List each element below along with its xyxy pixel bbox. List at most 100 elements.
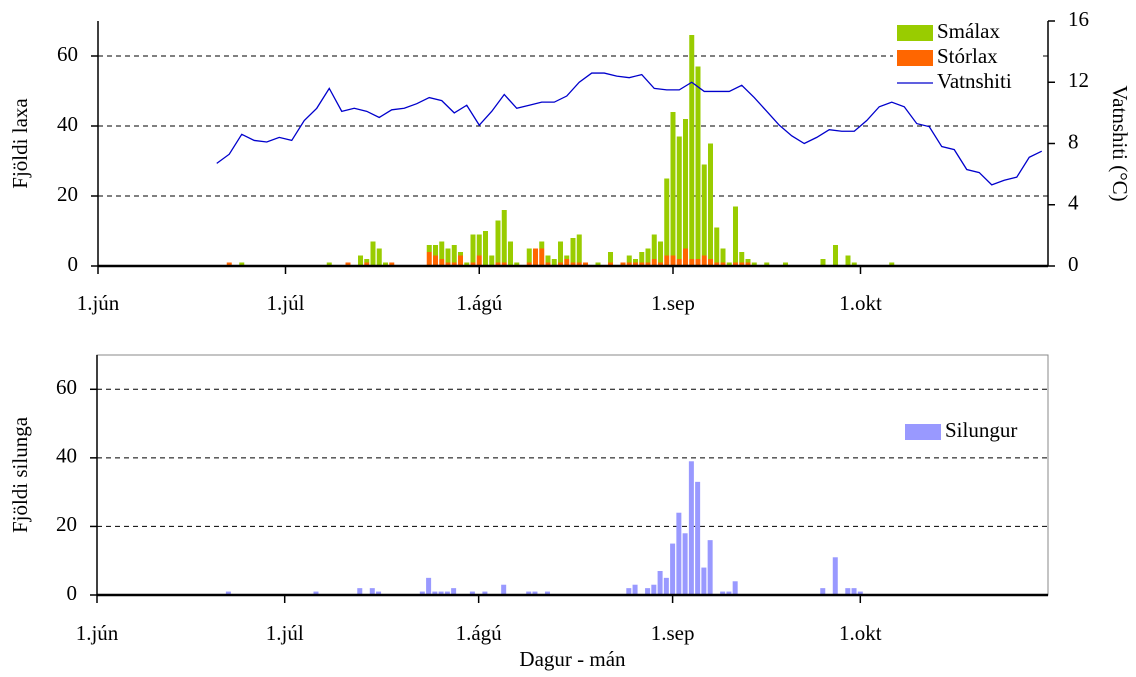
bar: [701, 164, 707, 256]
bar: [651, 234, 657, 259]
bar: [501, 210, 507, 263]
y-tick-label: 40: [56, 444, 77, 468]
bar: [682, 533, 688, 595]
bar: [369, 588, 375, 595]
x-tick-label: 1.ágú: [456, 291, 503, 315]
bar: [857, 591, 863, 595]
bar: [539, 241, 545, 249]
bar: [626, 588, 632, 595]
y-axis-title: Fjöldi laxa: [8, 98, 32, 189]
bar: [458, 255, 463, 266]
bar: [639, 252, 645, 263]
bar: [720, 262, 726, 266]
bar: [851, 588, 857, 595]
bar: [458, 252, 463, 256]
bar: [701, 567, 707, 595]
chart-panel: 0 20 40 60 1.jún 1.júl 1.ágú 1.sep 1.okt Fjöldi s…: [8, 354, 1049, 671]
bar: [689, 259, 695, 266]
bar: [670, 112, 676, 256]
bar: [733, 262, 738, 266]
bar: [695, 481, 701, 595]
bar: [483, 231, 488, 266]
bar: [426, 252, 432, 266]
bar: [832, 557, 838, 595]
bar: [544, 591, 550, 595]
bar: [539, 248, 545, 266]
bar: [501, 262, 507, 266]
bar: [708, 143, 713, 259]
y-tick-label: 20: [57, 182, 78, 206]
bar: [683, 248, 688, 266]
legend-label: Smálax: [937, 19, 1000, 43]
bar: [426, 245, 432, 252]
bar: [444, 591, 450, 595]
bar: [720, 248, 726, 263]
legend-swatch: [897, 50, 933, 66]
bar: [476, 255, 482, 266]
bar: [676, 512, 682, 595]
y-tick-label: 20: [56, 512, 77, 536]
bar: [745, 262, 751, 266]
y2-axis-title: Vatnshiti (°C): [1108, 85, 1132, 201]
bar: [533, 248, 538, 266]
chart-panel: 0 20 40 60 0 4 8 12 16 1.jún 1.júl 1.ágú 1.sep 1.okt F…: [8, 7, 1132, 315]
bar: [833, 245, 838, 266]
bar: [364, 259, 370, 263]
x-axis-title: Dagur - mán: [519, 647, 626, 671]
legend-label: Silungur: [945, 418, 1017, 442]
y-tick-label: 60: [57, 42, 78, 66]
y-tick-label: 60: [56, 375, 77, 399]
bar: [239, 262, 245, 266]
bar: [495, 262, 501, 266]
bar: [576, 234, 582, 263]
bar: [695, 259, 701, 266]
bar: [726, 262, 732, 266]
bar: [470, 234, 476, 263]
bar: [439, 259, 445, 266]
legend-swatch: [897, 25, 933, 41]
bar: [464, 262, 470, 266]
bar: [426, 577, 432, 595]
bar: [851, 262, 857, 266]
bar: [564, 255, 570, 259]
bar: [470, 262, 476, 266]
bar: [576, 262, 582, 266]
bar: [658, 241, 663, 263]
bar: [558, 241, 563, 263]
bar: [433, 245, 438, 256]
x-tick-label: 1.júl: [267, 291, 305, 315]
bar: [608, 262, 613, 266]
bar: [845, 255, 851, 266]
bar: [313, 591, 319, 595]
bar: [739, 262, 745, 266]
y-tick-label: 40: [57, 112, 78, 136]
bar: [389, 262, 395, 266]
bar: [526, 591, 532, 595]
bar: [783, 262, 788, 266]
bar: [695, 66, 701, 259]
bar: [664, 255, 670, 266]
bar: [439, 241, 445, 259]
plot-frame: [96, 354, 1049, 596]
bar: [226, 262, 232, 266]
bar: [551, 259, 557, 266]
y-tick-label: 0: [68, 252, 79, 276]
bar: [583, 262, 588, 266]
y2-tick-label: 4: [1068, 191, 1079, 215]
x-tick-label: 1.okt: [839, 621, 882, 645]
bar: [707, 540, 713, 595]
x-tick-label: 1.okt: [839, 291, 882, 315]
bar: [558, 262, 563, 266]
bar: [489, 255, 495, 266]
bar: [820, 259, 826, 266]
bar: [657, 571, 663, 595]
bar: [376, 591, 382, 595]
bar: [532, 591, 538, 595]
y2-tick-label: 0: [1068, 252, 1079, 276]
legend-label: Vatnshiti: [937, 69, 1012, 93]
bar: [714, 227, 720, 263]
bar: [451, 262, 457, 266]
bar: [651, 584, 657, 595]
bar: [820, 588, 826, 595]
bar: [482, 591, 488, 595]
